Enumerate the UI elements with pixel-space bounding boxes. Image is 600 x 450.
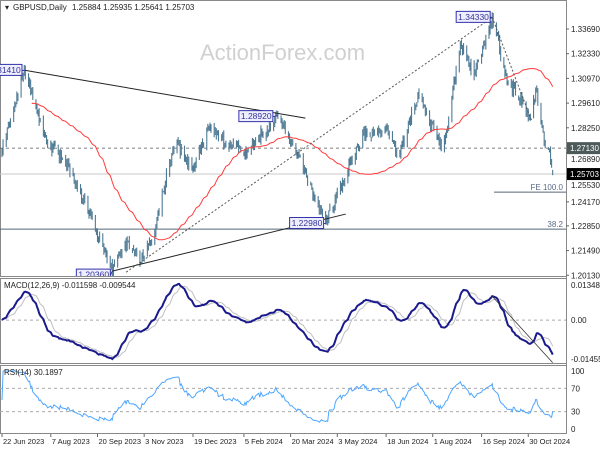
price-label: 1.22980	[292, 218, 323, 228]
price-tick-label: 1.33690	[571, 25, 600, 34]
date-tick-label: 18 Jun 2024	[387, 437, 428, 446]
macd-tick-label: 0.00	[571, 316, 587, 325]
price-tick-label: 1.29610	[571, 99, 600, 108]
price-level-badge-label: 1.25703	[570, 170, 599, 179]
price-label: 1.28920	[241, 111, 272, 121]
price-label-connector	[272, 115, 278, 118]
rsi-line	[1, 370, 554, 424]
price-label: 1.34330	[458, 12, 489, 22]
date-tick-label: 22 Jun 2023	[3, 437, 44, 446]
price-plot: FE 100.0 38.2 1.31410 1.28920 1.22980 1.20360…	[0, 10, 566, 280]
watermark: ActionForex.com	[200, 40, 365, 65]
price-label-box	[0, 63, 23, 76]
date-tick-label: 5 Feb 2024	[245, 437, 283, 446]
rsi-tick-label: 0	[571, 425, 576, 434]
price-tick-label: 1.25530	[571, 181, 600, 190]
collapse-arrow-icon[interactable]: ▾	[5, 3, 9, 12]
price-label-box	[238, 110, 274, 123]
rsi-tick-label: 100	[571, 367, 585, 376]
price-level-badge	[567, 142, 600, 155]
price-label-box	[289, 217, 325, 230]
price-tick-label: 1.22850	[571, 222, 600, 231]
rsi-panel	[0, 365, 567, 434]
date-tick-label: 3 Nov 2023	[145, 437, 183, 446]
macd-tick-label: -0.014554	[571, 355, 600, 364]
price-tick-label: 1.30970	[571, 74, 600, 83]
ohlc-readout: 1.25884 1.25935 1.25641 1.25703	[72, 3, 195, 12]
date-tick-label: 16 Sep 2024	[483, 437, 526, 446]
price-tick-label: 1.20130	[571, 271, 600, 280]
price-level-badge-label: 1.27130	[570, 144, 599, 153]
macd-tick-label: 0.013489	[571, 281, 600, 290]
price-label: 1.31410	[0, 65, 21, 75]
price-tick-label: 1.28250	[571, 124, 600, 133]
price-tick-label: 1.21490	[571, 247, 600, 256]
rsi-plot	[0, 370, 566, 424]
macd-plot	[0, 283, 566, 363]
macd-signal-line	[1, 285, 554, 358]
rsi-tick-label: 30	[571, 408, 580, 417]
fib-level-label: 38.2	[547, 220, 563, 229]
macd-panel	[0, 278, 567, 364]
price-level-badge	[567, 168, 600, 181]
date-tick-label: 30 Oct 2024	[529, 437, 570, 446]
date-tick-label: 7 Aug 2023	[52, 437, 90, 446]
macd-label: MACD(12,26,9) -0.011598 -0.009544	[4, 281, 136, 290]
date-tick-label: 19 Dec 2023	[194, 437, 237, 446]
date-tick-label: 20 Sep 2023	[98, 437, 141, 446]
price-label: 1.20360	[78, 270, 109, 280]
macd-main-line	[1, 283, 554, 361]
moving-average-line	[31, 68, 554, 241]
date-tick-label: 1 Aug 2024	[434, 437, 472, 446]
date-tick-label: 20 Mar 2024	[292, 437, 334, 446]
price-label-box	[455, 10, 491, 23]
price-tick-label: 1.32330	[571, 50, 600, 59]
price-tick-label: 1.24170	[571, 198, 600, 207]
rsi-label: RSI(14) 30.1897	[4, 368, 63, 377]
symbol-label: GBPUSD,Daily	[13, 3, 67, 12]
price-tick-label: 1.26890	[571, 155, 600, 164]
channel-line	[491, 17, 532, 121]
rsi-tick-label: 70	[571, 384, 580, 393]
price-label-box	[75, 268, 111, 276]
date-tick-label: 3 May 2024	[338, 437, 377, 446]
macd-trendline	[491, 295, 553, 363]
fe-level-label: FE 100.0	[531, 183, 564, 192]
